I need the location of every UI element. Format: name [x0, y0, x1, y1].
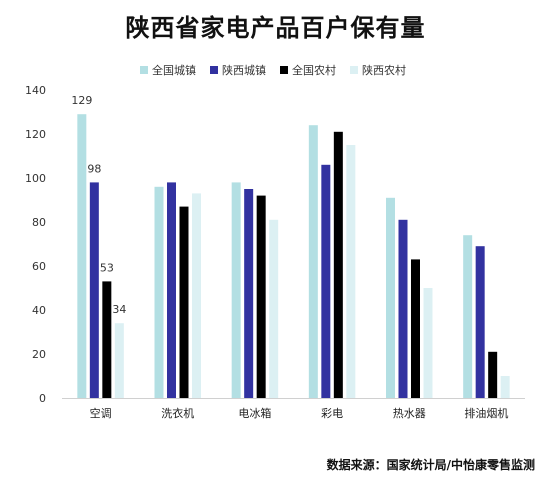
legend-swatch-2	[280, 66, 288, 74]
bar-4-2	[411, 259, 420, 398]
bar-4-0	[386, 197, 395, 398]
y-tick-label-1: 20	[32, 348, 46, 361]
bar-3-2	[333, 131, 343, 399]
data-label-0-0: 129	[71, 94, 92, 107]
legend-label-0: 全国城镇	[152, 64, 196, 77]
bar-1-3	[192, 193, 201, 398]
bar-4-1	[398, 219, 408, 398]
legend-label-3: 陕西农村	[362, 64, 406, 77]
chart-title: 陕西省家电产品百户保有量	[125, 13, 426, 42]
bar-3-3	[346, 145, 356, 398]
y-tick-label-5: 100	[25, 172, 46, 185]
data-label-0-2: 53	[100, 261, 114, 274]
bar-5-2	[488, 351, 498, 398]
bar-3-1	[321, 164, 331, 398]
legend-item-3: 陕西农村	[350, 62, 406, 78]
legend-item-2: 全国农村	[280, 62, 336, 78]
legend-item-1: 陕西城镇	[210, 62, 266, 78]
y-tick-label-4: 80	[32, 216, 46, 229]
category-label-4: 热水器	[393, 407, 426, 420]
bar-0-1	[89, 182, 99, 398]
data-source-note: 数据来源：国家统计局/中怡康零售监测	[326, 458, 535, 472]
legend: 全国城镇 陕西城镇 全国农村 陕西农村	[140, 62, 420, 78]
bar-1-0	[154, 186, 164, 398]
y-tick-label-6: 120	[25, 128, 46, 141]
data-label-0-3: 34	[112, 303, 126, 316]
category-label-3: 彩电	[321, 407, 343, 420]
category-label-1: 洗衣机	[161, 406, 194, 420]
bar-2-3	[269, 219, 279, 398]
bar-1-1	[167, 182, 176, 398]
bar-2-2	[256, 195, 266, 398]
y-tick-label-2: 40	[32, 304, 46, 317]
bar-2-0	[231, 182, 241, 398]
bar-0-2	[102, 281, 112, 398]
bar-5-3	[500, 376, 510, 398]
bar-0-3	[114, 323, 124, 398]
category-label-0: 空调	[90, 406, 112, 420]
bar-3-0	[308, 125, 318, 398]
legend-label-1: 陕西城镇	[222, 64, 266, 77]
y-tick-label-3: 60	[32, 260, 46, 273]
legend-swatch-1	[210, 66, 218, 74]
data-label-0-1: 98	[87, 162, 101, 175]
legend-label-2: 全国农村	[292, 64, 336, 77]
bar-1-2	[179, 206, 189, 398]
legend-item-0: 全国城镇	[140, 62, 196, 78]
bar-4-3	[423, 288, 433, 398]
bar-5-1	[475, 246, 485, 398]
legend-swatch-0	[140, 66, 148, 74]
bar-0-0	[77, 114, 87, 398]
y-tick-label-7: 140	[25, 84, 46, 97]
category-label-2: 电冰箱	[238, 406, 271, 420]
category-label-5: 排油烟机	[464, 406, 508, 420]
bar-5-0	[463, 235, 473, 398]
bar-2-1	[244, 189, 254, 398]
y-tick-label-0: 0	[39, 392, 46, 405]
legend-swatch-3	[350, 66, 358, 74]
